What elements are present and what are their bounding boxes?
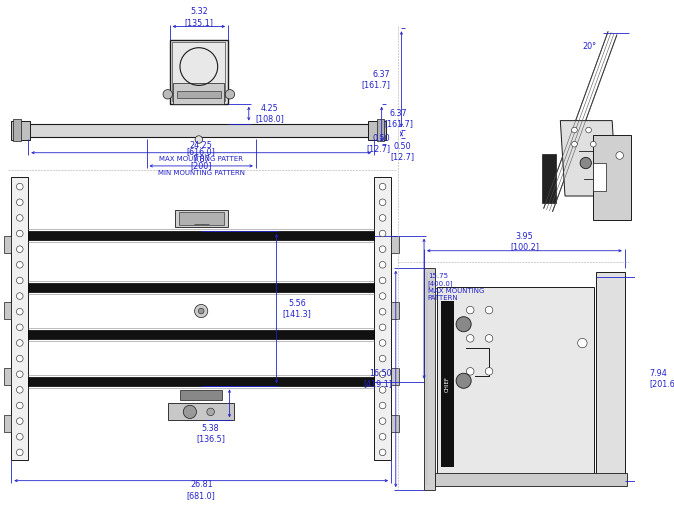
Text: MAX MOUNTING PATTER: MAX MOUNTING PATTER [159, 156, 243, 162]
Text: [616.0]: [616.0] [187, 147, 216, 156]
Circle shape [466, 367, 474, 375]
Circle shape [225, 90, 235, 99]
Circle shape [379, 386, 386, 393]
Text: CHIEF: CHIEF [445, 376, 450, 391]
Bar [173, 83, 224, 104]
Circle shape [379, 262, 386, 268]
Bar [28, 330, 374, 340]
Circle shape [379, 355, 386, 362]
Text: 6.37
[161.7]: 6.37 [161.7] [384, 108, 413, 128]
Circle shape [485, 367, 493, 375]
Text: [200]: [200] [191, 161, 212, 171]
Text: 26.81
[681.0]: 26.81 [681.0] [187, 480, 216, 500]
Circle shape [379, 308, 386, 315]
Circle shape [16, 183, 23, 190]
Bar [28, 283, 374, 292]
Polygon shape [560, 121, 617, 196]
Circle shape [590, 142, 596, 147]
Circle shape [16, 199, 23, 206]
Circle shape [466, 306, 474, 314]
Circle shape [456, 317, 471, 332]
Circle shape [379, 293, 386, 299]
Bar [170, 40, 228, 104]
Circle shape [379, 340, 386, 346]
Circle shape [16, 308, 23, 315]
Text: 5.56
[141.3]: 5.56 [141.3] [283, 299, 312, 318]
Bar [4, 236, 11, 252]
Bar [11, 121, 30, 139]
Bar [28, 377, 374, 386]
Bar [367, 121, 386, 139]
Bar [424, 268, 435, 490]
Bar [391, 302, 398, 319]
Bar [437, 287, 594, 480]
Circle shape [16, 434, 23, 440]
Bar [4, 367, 11, 384]
Bar [11, 177, 28, 460]
Bar [28, 124, 369, 137]
Circle shape [16, 449, 23, 456]
Text: MIN MOUNTING PATTERN: MIN MOUNTING PATTERN [158, 169, 245, 176]
Text: 7.94
[201.6]: 7.94 [201.6] [649, 369, 674, 388]
Circle shape [207, 408, 214, 416]
Circle shape [616, 152, 623, 159]
Circle shape [16, 293, 23, 299]
Circle shape [16, 324, 23, 331]
Circle shape [379, 371, 386, 378]
Circle shape [183, 405, 197, 418]
Bar [593, 135, 631, 219]
Circle shape [379, 183, 386, 190]
Bar [4, 415, 11, 432]
Circle shape [485, 334, 493, 342]
Circle shape [379, 324, 386, 331]
Circle shape [16, 215, 23, 221]
Circle shape [195, 304, 208, 318]
Text: 15.75
[400.0]
MAX MOUNTING
PATTERN: 15.75 [400.0] MAX MOUNTING PATTERN [428, 273, 484, 301]
Text: 4.25
[108.0]: 4.25 [108.0] [255, 104, 284, 123]
Circle shape [379, 277, 386, 284]
Bar [28, 231, 374, 240]
Text: 5.32
[135.1]: 5.32 [135.1] [184, 7, 214, 27]
Circle shape [16, 246, 23, 252]
Bar [175, 210, 228, 227]
Circle shape [379, 434, 386, 440]
Circle shape [16, 355, 23, 362]
Circle shape [578, 338, 587, 348]
Bar [391, 367, 398, 384]
Circle shape [572, 142, 577, 147]
Bar [441, 301, 454, 467]
Circle shape [379, 402, 386, 409]
Text: 0.50
[12.7]: 0.50 [12.7] [390, 142, 415, 161]
Bar [543, 154, 555, 203]
Text: 0.50
[12.7]: 0.50 [12.7] [366, 133, 390, 153]
Circle shape [485, 306, 493, 314]
Circle shape [16, 418, 23, 425]
Circle shape [16, 340, 23, 346]
Circle shape [16, 277, 23, 284]
Text: 20°: 20° [582, 42, 596, 51]
Circle shape [580, 157, 591, 168]
Text: 7.87: 7.87 [192, 155, 210, 164]
Circle shape [379, 246, 386, 252]
Bar [391, 415, 398, 432]
Bar [177, 91, 220, 98]
Circle shape [572, 127, 577, 133]
Circle shape [195, 136, 203, 144]
Circle shape [379, 449, 386, 456]
Text: 16.50
[419.1]: 16.50 [419.1] [363, 369, 392, 388]
Circle shape [379, 199, 386, 206]
Text: 24.25: 24.25 [190, 140, 212, 150]
Circle shape [16, 230, 23, 237]
Circle shape [466, 334, 474, 342]
Text: 3.95
[100.2]: 3.95 [100.2] [510, 232, 539, 251]
Bar [13, 119, 21, 142]
Circle shape [379, 230, 386, 237]
Bar [596, 272, 625, 486]
Text: 6.37
[161.7]: 6.37 [161.7] [361, 70, 390, 89]
Circle shape [163, 90, 173, 99]
Circle shape [379, 418, 386, 425]
Bar [179, 212, 224, 225]
Bar [4, 302, 11, 319]
Bar [374, 177, 391, 460]
Circle shape [198, 308, 204, 314]
